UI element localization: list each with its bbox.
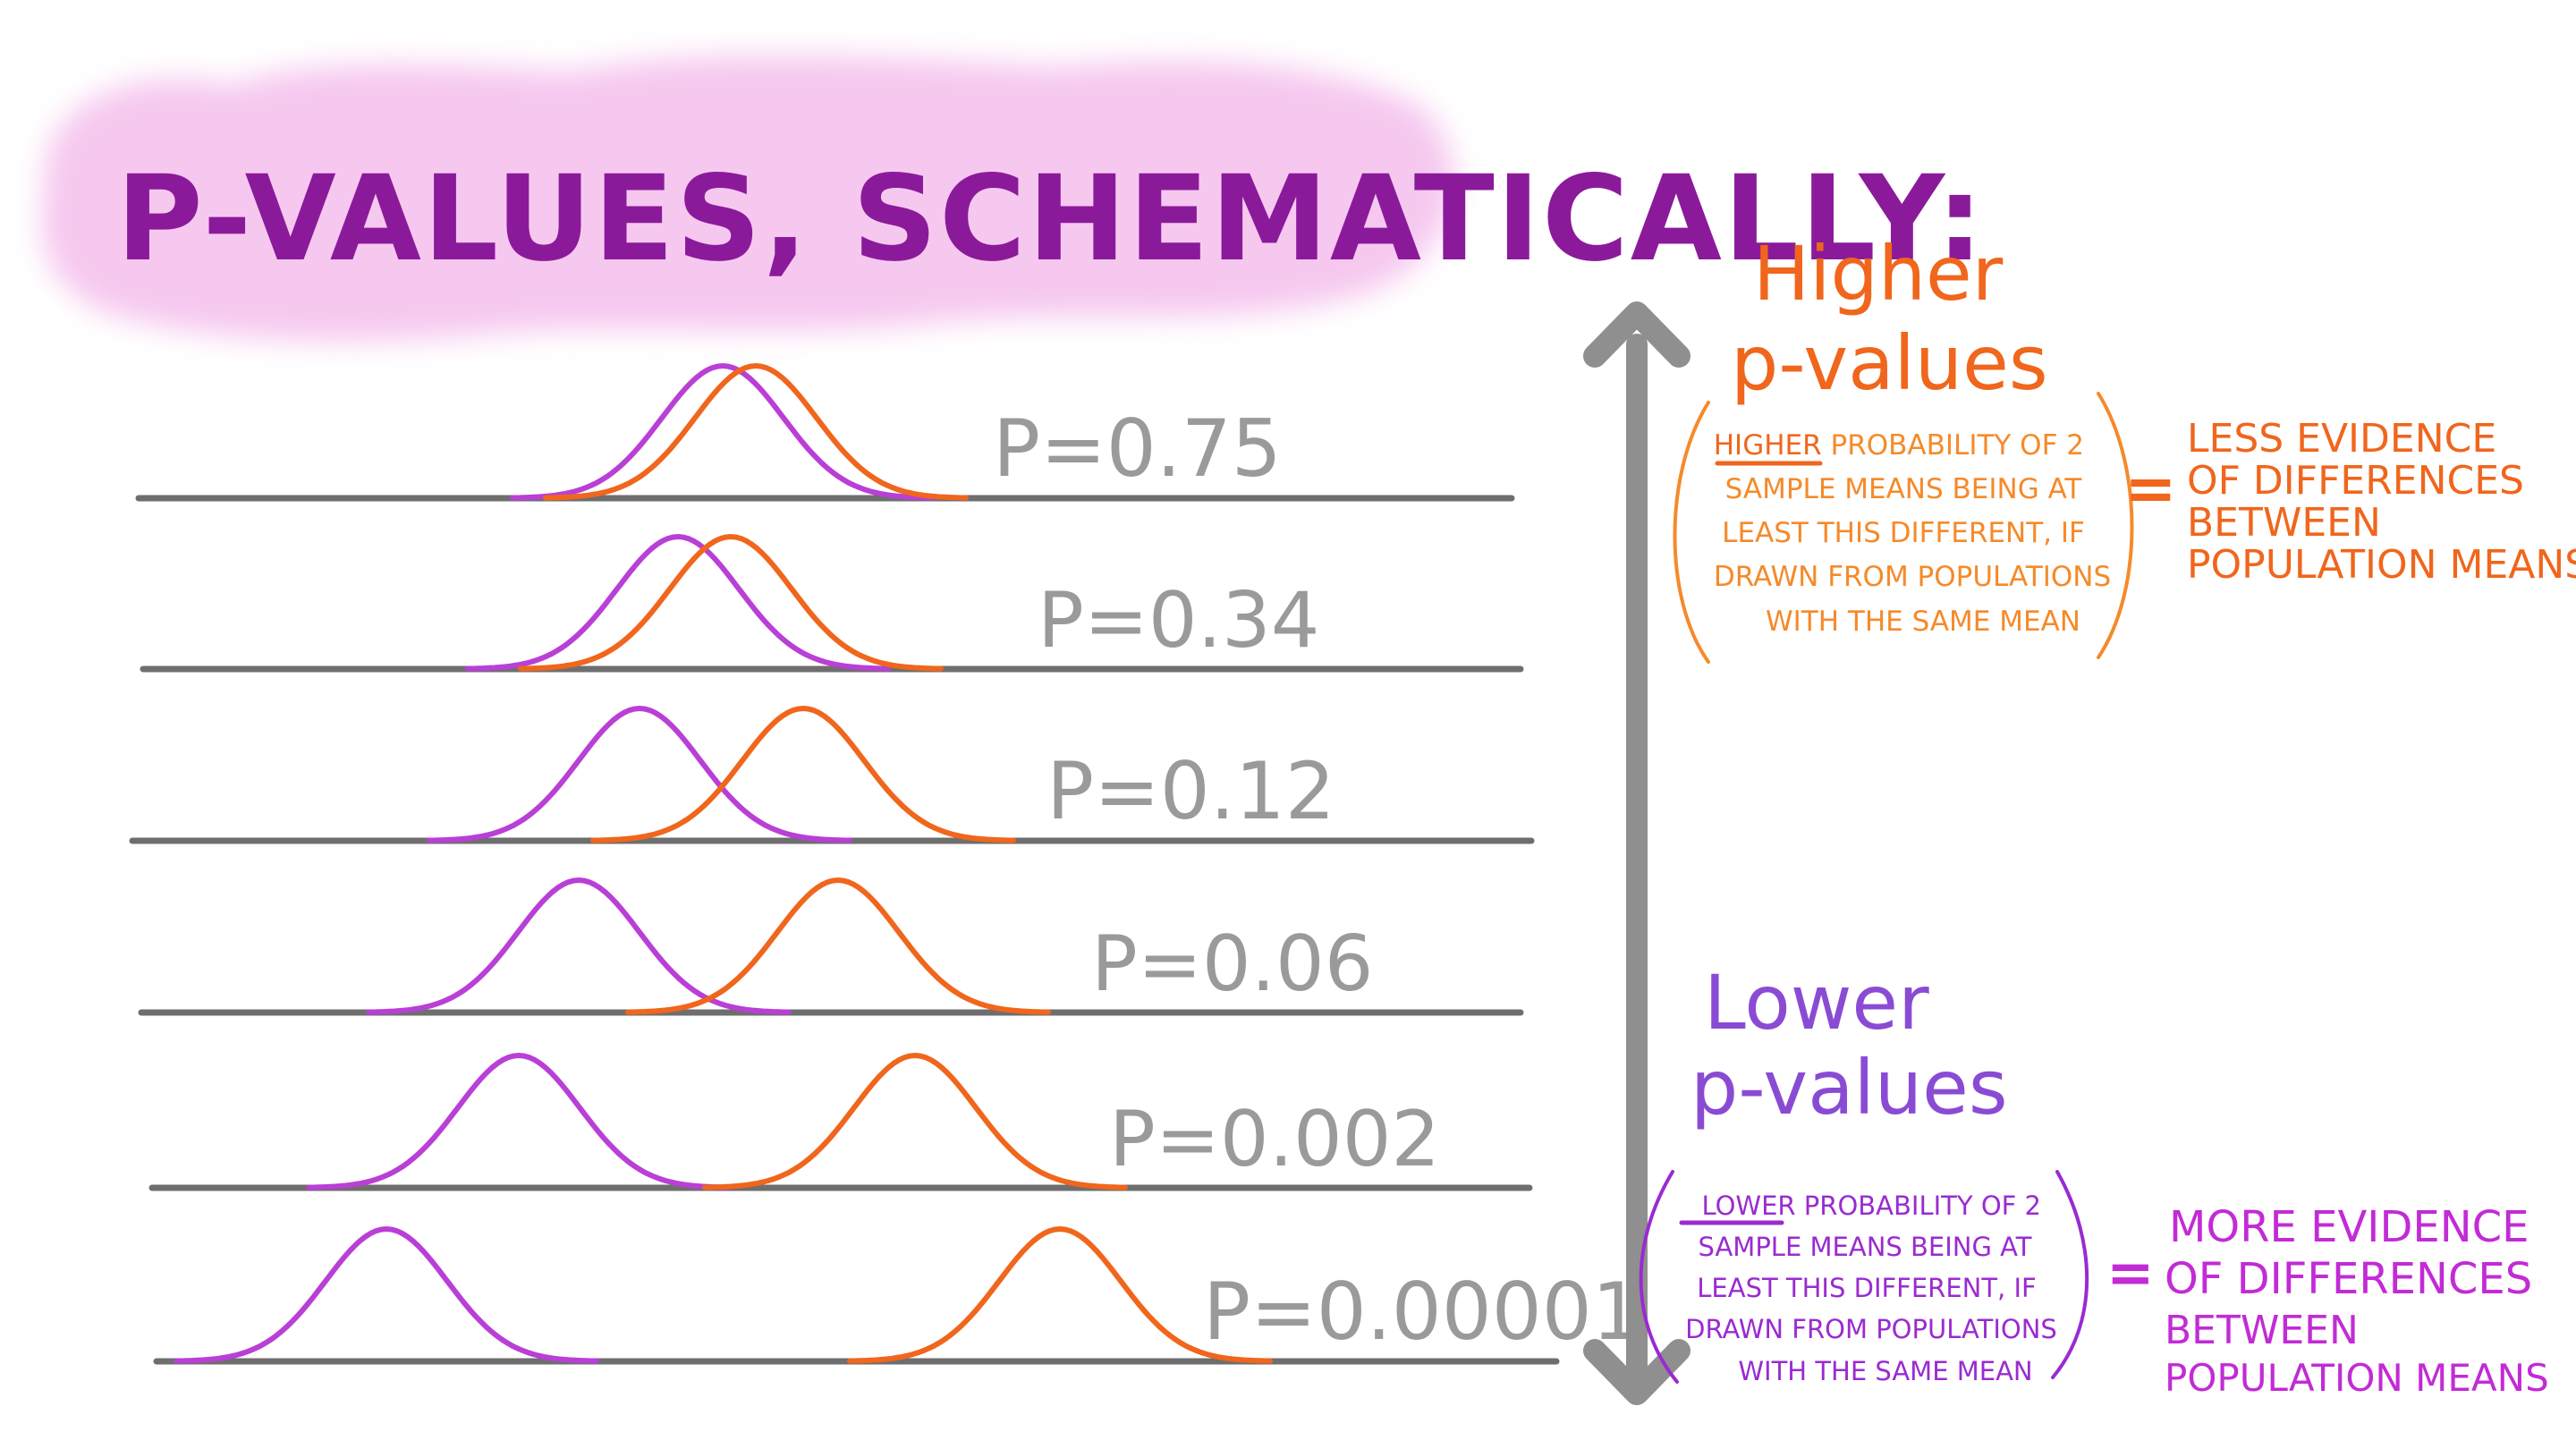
distribution-row: P=0.00001 bbox=[153, 1225, 1642, 1365]
lower-result-line1: MORE EVIDENCE bbox=[2169, 1202, 2529, 1252]
lower-result-line4: POPULATION MEANS bbox=[2165, 1356, 2549, 1400]
distribution-curve-orange bbox=[543, 362, 969, 501]
higher-box-line5: WITH THE SAME MEAN bbox=[1766, 606, 2080, 638]
lower-box-line4: DRAWN FROM POPULATIONS bbox=[1685, 1314, 2057, 1344]
higher-box-line1: HIGHER PROBABILITY OF 2 bbox=[1714, 429, 2084, 462]
higher-box-line4: DRAWN FROM POPULATIONS bbox=[1714, 561, 2111, 593]
distribution-row: P=0.75 bbox=[135, 362, 1515, 502]
lower-box-line2: SAMPLE MEANS BEING AT bbox=[1699, 1232, 2032, 1262]
higher-box-emphasis: HIGHER bbox=[1714, 429, 1822, 462]
lower-box-line3: LEAST THIS DIFFERENT, IF bbox=[1697, 1273, 2036, 1303]
lower-pvalues-panel: Lower p-values LOWER PROBABILITY OF 2 SA… bbox=[1639, 959, 2549, 1400]
distribution-curve-purple bbox=[510, 362, 936, 501]
distribution-curve-orange bbox=[518, 533, 944, 672]
higher-result-line3: BETWEEN bbox=[2187, 500, 2381, 546]
higher-bracket-left bbox=[1673, 401, 1710, 664]
p-value-label: P=0.00001 bbox=[1203, 1266, 1642, 1358]
distribution-curve-purple bbox=[465, 533, 891, 672]
distribution-curve-orange bbox=[847, 1225, 1273, 1364]
lower-box-line1: LOWER PROBABILITY OF 2 bbox=[1701, 1191, 2041, 1221]
distribution-curve-orange bbox=[625, 877, 1051, 1015]
higher-pvalues-panel: Higher p-values HIGHER PROBABILITY OF 2 … bbox=[1673, 230, 2576, 664]
arrow-up-head-icon bbox=[1583, 301, 1690, 368]
direction-arrow bbox=[1583, 301, 1690, 1405]
p-value-label: P=0.75 bbox=[993, 402, 1282, 495]
distribution-rows: P=0.75 P=0.34 P=0.12 P=0.06 P=0.002 P=0.00001 bbox=[129, 362, 1642, 1365]
page-title: P-VALUES, SCHEMATICALLY: bbox=[116, 150, 1986, 288]
distribution-curve-orange bbox=[590, 705, 1016, 843]
distribution-curve-purple bbox=[174, 1225, 599, 1364]
distribution-row: P=0.34 bbox=[140, 533, 1524, 673]
lower-bracket-right bbox=[2051, 1170, 2089, 1379]
lower-equals: = bbox=[2106, 1241, 2155, 1307]
higher-result-line4: POPULATION MEANS bbox=[2187, 542, 2576, 588]
distribution-curve-purple bbox=[306, 1052, 732, 1191]
higher-box-line3: LEAST THIS DIFFERENT, IF bbox=[1722, 517, 2085, 549]
lower-bracket-left bbox=[1639, 1170, 1679, 1384]
higher-heading-line1: Higher bbox=[1753, 230, 2004, 318]
higher-result-line1: LESS EVIDENCE bbox=[2187, 416, 2496, 462]
higher-equals: = bbox=[2124, 452, 2177, 525]
distribution-curve-purple bbox=[366, 877, 792, 1015]
lower-heading-line1: Lower bbox=[1704, 959, 1929, 1046]
higher-box-line2: SAMPLE MEANS BEING AT bbox=[1725, 473, 2083, 505]
higher-result-line2: OF DIFFERENCES bbox=[2187, 458, 2524, 504]
distribution-curve-orange bbox=[702, 1052, 1128, 1191]
lower-box-emphasis: LOWER bbox=[1701, 1191, 1795, 1221]
lower-box-line1-rest: PROBABILITY OF 2 bbox=[1796, 1191, 2041, 1221]
higher-heading-line2: p-values bbox=[1731, 319, 2048, 407]
distribution-row: P=0.12 bbox=[129, 705, 1535, 844]
p-value-label: P=0.06 bbox=[1091, 919, 1373, 1009]
distribution-row: P=0.002 bbox=[148, 1052, 1533, 1191]
lower-box-line5: WITH THE SAME MEAN bbox=[1738, 1356, 2032, 1386]
higher-box-line1-rest: PROBABILITY OF 2 bbox=[1822, 429, 2084, 462]
higher-bracket-right bbox=[2097, 392, 2134, 659]
distribution-curve-purple bbox=[427, 705, 852, 843]
lower-result-line2: OF DIFFERENCES bbox=[2165, 1254, 2532, 1304]
lower-heading-line2: p-values bbox=[1690, 1044, 2008, 1131]
lower-result-line3: BETWEEN bbox=[2165, 1308, 2359, 1353]
p-value-label: P=0.34 bbox=[1038, 576, 1319, 665]
distribution-row: P=0.06 bbox=[138, 877, 1524, 1016]
p-value-label: P=0.12 bbox=[1046, 745, 1335, 837]
p-value-label: P=0.002 bbox=[1109, 1095, 1440, 1184]
title-highlight bbox=[41, 55, 1454, 341]
